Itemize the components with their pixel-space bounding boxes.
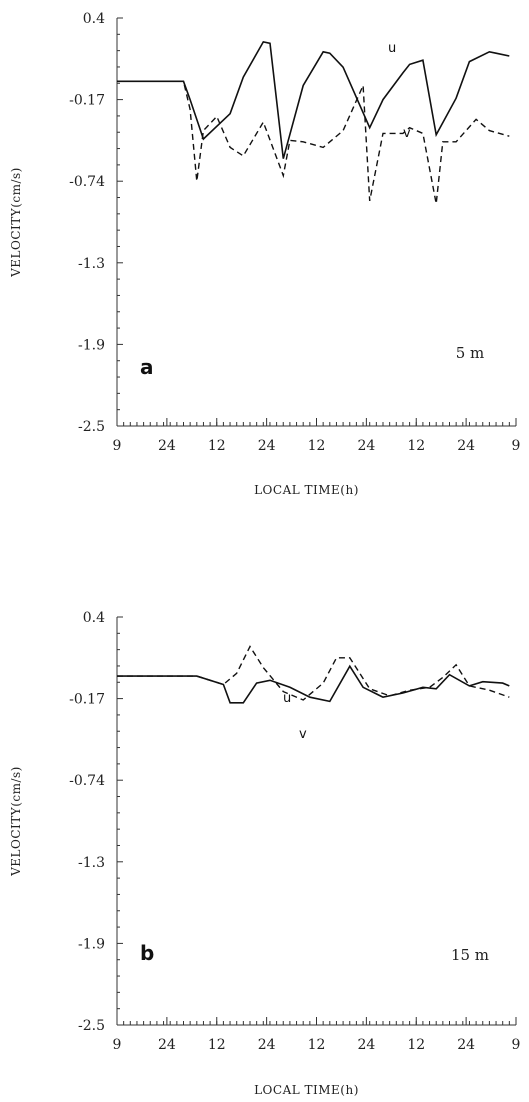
x-tick-label: 12 (208, 438, 226, 454)
series-label-v: v (403, 126, 411, 141)
y-tick-label: 0.4 (83, 610, 105, 626)
y-axis-title: VELOCITY(cm/s) (9, 766, 23, 877)
series-label-u: u (388, 41, 396, 56)
x-tick-label: 24 (258, 1037, 276, 1053)
x-tick-label: 24 (457, 438, 475, 454)
y-tick-label: -2.5 (78, 419, 105, 435)
y-tick-label: -1.3 (78, 256, 105, 272)
depth-label: 15 m (451, 946, 489, 964)
x-tick-label: 12 (208, 1037, 226, 1053)
series-label-v: v (299, 727, 307, 742)
y-tick-label: -1.9 (78, 936, 105, 952)
panel-letter: b (140, 941, 154, 965)
series-line-v (117, 80, 510, 204)
x-tick-label: 24 (158, 1037, 176, 1053)
y-tick-label: -0.17 (69, 692, 105, 708)
y-axis-title: VELOCITY(cm/s) (9, 167, 23, 278)
series-line-v (117, 645, 510, 701)
y-tick-label: 0.4 (83, 11, 105, 27)
x-tick-label: 9 (113, 438, 122, 454)
x-tick-label: 9 (512, 438, 521, 454)
x-tick-label: 9 (113, 1037, 122, 1053)
x-tick-label: 12 (407, 438, 425, 454)
y-tick-label: -2.5 (78, 1018, 105, 1034)
x-tick-label: 24 (158, 438, 176, 454)
y-tick-label: -0.17 (69, 93, 105, 109)
x-tick-label: 9 (512, 1037, 521, 1053)
x-tick-label: 24 (357, 1037, 375, 1053)
x-tick-label: 12 (308, 438, 326, 454)
series-line-u (117, 40, 510, 159)
y-tick-label: -1.3 (78, 855, 105, 871)
x-tick-label: 24 (258, 438, 276, 454)
x-tick-label: 12 (407, 1037, 425, 1053)
x-tick-label: 24 (357, 438, 375, 454)
x-tick-label: 24 (457, 1037, 475, 1053)
x-axis-title: LOCAL TIME(h) (254, 1083, 359, 1097)
depth-label: 5 m (456, 344, 485, 362)
series-label-u: u (283, 691, 291, 706)
y-tick-label: -0.74 (69, 773, 105, 789)
x-tick-label: 12 (308, 1037, 326, 1053)
x-axis-title: LOCAL TIME(h) (254, 483, 359, 497)
y-tick-label: -0.74 (69, 174, 105, 190)
series-line-u (117, 664, 510, 704)
panel-letter: a (140, 355, 154, 379)
y-tick-label: -1.9 (78, 337, 105, 353)
